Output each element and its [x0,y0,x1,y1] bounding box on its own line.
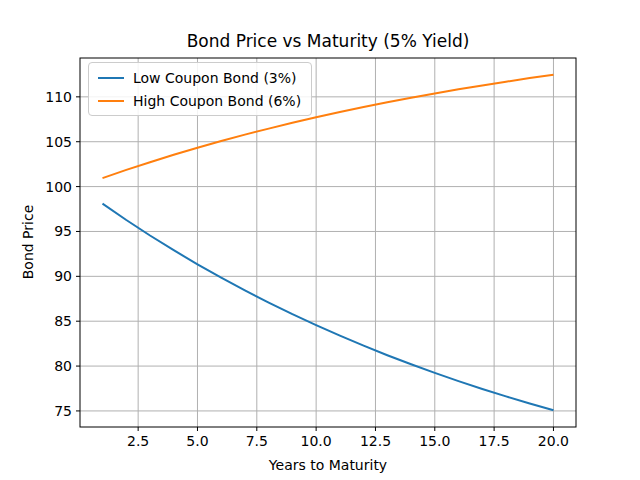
y-tick-label: 80 [54,358,72,374]
figure: Bond Price vs Maturity (5% Yield) 2.55.0… [0,0,640,480]
y-tick-label: 85 [54,313,72,329]
x-tick-label: 5.0 [186,433,208,449]
legend-line-swatch [98,100,124,102]
legend-entry: High Coupon Bond (6%) [98,91,301,110]
y-tick-label: 105 [45,134,72,150]
x-tick-label: 17.5 [479,433,510,449]
y-tick-label: 75 [54,403,72,419]
x-tick-label: 12.5 [360,433,391,449]
x-tick-label: 7.5 [246,433,268,449]
x-tick-label: 2.5 [127,433,149,449]
legend-label: Low Coupon Bond (3%) [133,70,297,86]
y-tick-label: 100 [45,179,72,195]
y-tick-label: 95 [54,223,72,239]
series-line-low-coupon [103,204,554,411]
x-tick-label: 15.0 [419,433,450,449]
y-tick-label: 110 [45,89,72,105]
legend: Low Coupon Bond (3%) High Coupon Bond (6%… [88,62,312,116]
x-tick-label: 20.0 [538,433,569,449]
legend-entry: Low Coupon Bond (3%) [98,68,301,87]
y-tick-label: 90 [54,268,72,284]
legend-label: High Coupon Bond (6%) [133,93,301,109]
legend-line-swatch [98,77,124,79]
x-axis-label: Years to Maturity [80,457,576,473]
y-axis-label: Bond Price [20,205,36,280]
x-tick-label: 10.0 [301,433,332,449]
